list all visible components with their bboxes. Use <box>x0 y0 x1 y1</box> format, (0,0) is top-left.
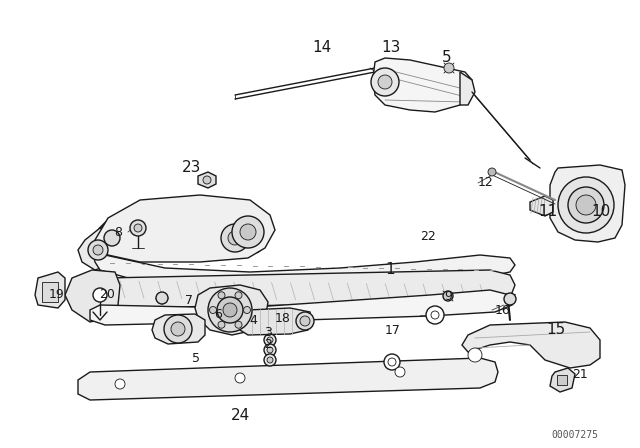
Polygon shape <box>65 270 120 322</box>
Polygon shape <box>95 195 275 262</box>
Text: 5: 5 <box>442 49 452 65</box>
Circle shape <box>443 291 453 301</box>
Polygon shape <box>198 172 216 188</box>
Circle shape <box>104 230 120 246</box>
Text: 11: 11 <box>538 204 557 220</box>
Circle shape <box>468 348 482 362</box>
Polygon shape <box>240 308 312 335</box>
Circle shape <box>134 224 142 232</box>
Circle shape <box>203 176 211 184</box>
Circle shape <box>504 293 516 305</box>
Circle shape <box>115 379 125 389</box>
Circle shape <box>156 292 168 304</box>
Circle shape <box>384 354 400 370</box>
Circle shape <box>218 321 225 328</box>
Circle shape <box>378 75 392 89</box>
Polygon shape <box>35 272 65 308</box>
Circle shape <box>558 177 614 233</box>
Circle shape <box>388 358 396 366</box>
Circle shape <box>209 306 216 314</box>
Polygon shape <box>195 285 268 335</box>
Circle shape <box>221 224 249 252</box>
Circle shape <box>235 292 242 299</box>
Circle shape <box>296 312 314 330</box>
Circle shape <box>232 216 264 248</box>
Text: 24: 24 <box>230 408 250 422</box>
Polygon shape <box>78 358 498 400</box>
Circle shape <box>267 347 273 353</box>
Text: 20: 20 <box>99 289 115 302</box>
Text: 12: 12 <box>478 177 494 190</box>
Circle shape <box>395 367 405 377</box>
Polygon shape <box>530 196 553 216</box>
Text: 1: 1 <box>385 263 395 277</box>
Circle shape <box>218 292 225 299</box>
Text: 8: 8 <box>114 225 122 238</box>
Circle shape <box>130 220 146 236</box>
Polygon shape <box>373 58 472 112</box>
Circle shape <box>164 315 192 343</box>
Circle shape <box>264 354 276 366</box>
Text: 9: 9 <box>444 289 452 302</box>
Bar <box>42 282 58 302</box>
Circle shape <box>223 303 237 317</box>
Circle shape <box>93 288 107 302</box>
Polygon shape <box>550 165 625 242</box>
Circle shape <box>264 344 276 356</box>
Circle shape <box>568 187 604 223</box>
Text: 21: 21 <box>572 369 588 382</box>
Text: 6: 6 <box>214 309 222 322</box>
Text: 00007275: 00007275 <box>552 430 598 440</box>
Polygon shape <box>462 322 600 368</box>
Polygon shape <box>78 228 118 270</box>
Polygon shape <box>152 314 205 344</box>
Polygon shape <box>92 212 265 262</box>
Circle shape <box>426 306 444 324</box>
Text: 4: 4 <box>249 314 257 327</box>
Text: 18: 18 <box>275 311 291 324</box>
Text: 22: 22 <box>420 229 436 242</box>
Circle shape <box>243 306 250 314</box>
Circle shape <box>264 334 276 346</box>
Circle shape <box>208 288 252 332</box>
Circle shape <box>217 297 243 323</box>
Polygon shape <box>92 250 515 300</box>
Polygon shape <box>550 368 575 392</box>
Text: 7: 7 <box>185 293 193 306</box>
Circle shape <box>444 63 454 73</box>
Text: 19: 19 <box>49 289 65 302</box>
Polygon shape <box>460 72 475 105</box>
Circle shape <box>240 224 256 240</box>
Polygon shape <box>90 290 512 325</box>
Polygon shape <box>85 270 515 308</box>
Circle shape <box>371 68 399 96</box>
Text: 15: 15 <box>547 323 566 337</box>
Circle shape <box>88 240 108 260</box>
Circle shape <box>488 168 496 176</box>
Bar <box>557 375 567 385</box>
Text: 13: 13 <box>381 39 401 55</box>
Text: 14: 14 <box>312 39 332 55</box>
Text: 3: 3 <box>264 327 272 340</box>
Circle shape <box>576 195 596 215</box>
Circle shape <box>235 321 242 328</box>
Text: 10: 10 <box>591 204 611 220</box>
Text: 23: 23 <box>182 160 202 176</box>
Text: 5: 5 <box>192 352 200 365</box>
Text: 2: 2 <box>264 339 272 352</box>
Circle shape <box>93 245 103 255</box>
Circle shape <box>267 357 273 363</box>
Circle shape <box>235 373 245 383</box>
Circle shape <box>171 322 185 336</box>
Circle shape <box>300 316 310 326</box>
Circle shape <box>228 231 242 245</box>
Text: 16: 16 <box>495 303 511 316</box>
Text: 17: 17 <box>385 323 401 336</box>
Circle shape <box>267 337 273 343</box>
Circle shape <box>431 311 439 319</box>
